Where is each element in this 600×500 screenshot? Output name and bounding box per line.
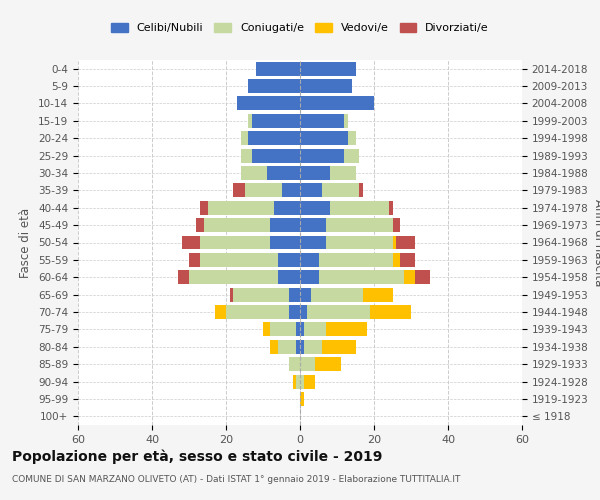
Y-axis label: Fasce di età: Fasce di età [19, 208, 32, 278]
Bar [300, 357, 315, 371]
Bar [241, 148, 252, 162]
Bar [233, 288, 289, 302]
Bar [200, 253, 278, 267]
Bar [300, 62, 355, 76]
Bar [278, 253, 300, 267]
Bar [296, 340, 300, 353]
Bar [344, 114, 348, 128]
Bar [400, 253, 415, 267]
Bar [271, 218, 300, 232]
Bar [300, 253, 319, 267]
Bar [326, 322, 367, 336]
Bar [300, 305, 307, 319]
Bar [189, 270, 278, 284]
Bar [300, 96, 374, 110]
Text: Popolazione per età, sesso e stato civile - 2019: Popolazione per età, sesso e stato civil… [12, 450, 382, 464]
Bar [363, 288, 392, 302]
Bar [230, 288, 233, 302]
Bar [304, 322, 326, 336]
Bar [215, 305, 226, 319]
Bar [296, 374, 300, 388]
Bar [315, 357, 341, 371]
Bar [389, 201, 392, 214]
Bar [300, 132, 348, 145]
Bar [196, 218, 204, 232]
Bar [392, 236, 396, 250]
Bar [263, 322, 271, 336]
Bar [208, 201, 274, 214]
Bar [370, 305, 411, 319]
Bar [274, 201, 300, 214]
Bar [248, 132, 300, 145]
Bar [271, 340, 278, 353]
Bar [252, 148, 300, 162]
Bar [300, 166, 329, 180]
Bar [256, 62, 300, 76]
Bar [322, 184, 359, 198]
Bar [300, 201, 329, 214]
Bar [415, 270, 430, 284]
Bar [392, 253, 400, 267]
Bar [281, 184, 300, 198]
Bar [278, 270, 300, 284]
Bar [237, 96, 300, 110]
Bar [300, 148, 344, 162]
Bar [359, 184, 363, 198]
Bar [307, 305, 370, 319]
Bar [329, 166, 355, 180]
Bar [200, 201, 208, 214]
Bar [392, 218, 400, 232]
Bar [278, 340, 296, 353]
Bar [248, 79, 300, 93]
Bar [300, 114, 344, 128]
Bar [189, 253, 200, 267]
Bar [344, 148, 359, 162]
Bar [289, 357, 300, 371]
Bar [248, 114, 252, 128]
Bar [319, 253, 392, 267]
Bar [271, 322, 296, 336]
Bar [293, 374, 296, 388]
Bar [300, 288, 311, 302]
Bar [245, 184, 281, 198]
Bar [300, 270, 319, 284]
Bar [271, 236, 300, 250]
Bar [300, 392, 304, 406]
Bar [304, 340, 322, 353]
Bar [300, 79, 352, 93]
Bar [326, 236, 392, 250]
Bar [182, 236, 200, 250]
Bar [204, 218, 271, 232]
Bar [300, 322, 304, 336]
Bar [300, 218, 326, 232]
Bar [300, 184, 322, 198]
Bar [300, 374, 304, 388]
Bar [178, 270, 189, 284]
Bar [304, 374, 315, 388]
Bar [396, 236, 415, 250]
Bar [241, 166, 266, 180]
Bar [300, 236, 326, 250]
Bar [329, 201, 389, 214]
Bar [322, 340, 355, 353]
Bar [289, 305, 300, 319]
Y-axis label: Anni di nascita: Anni di nascita [592, 199, 600, 286]
Bar [266, 166, 300, 180]
Bar [233, 184, 245, 198]
Bar [289, 288, 300, 302]
Bar [319, 270, 404, 284]
Bar [241, 132, 248, 145]
Bar [326, 218, 392, 232]
Bar [311, 288, 363, 302]
Bar [300, 340, 304, 353]
Text: COMUNE DI SAN MARZANO OLIVETO (AT) - Dati ISTAT 1° gennaio 2019 - Elaborazione T: COMUNE DI SAN MARZANO OLIVETO (AT) - Dat… [12, 475, 460, 484]
Bar [296, 322, 300, 336]
Bar [226, 305, 289, 319]
Bar [404, 270, 415, 284]
Bar [252, 114, 300, 128]
Bar [348, 132, 355, 145]
Bar [200, 236, 271, 250]
Legend: Celibi/Nubili, Coniugati/e, Vedovi/e, Divorziati/e: Celibi/Nubili, Coniugati/e, Vedovi/e, Di… [107, 18, 493, 38]
